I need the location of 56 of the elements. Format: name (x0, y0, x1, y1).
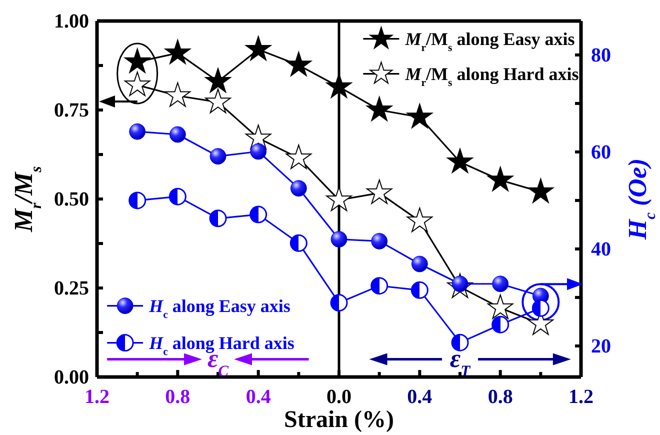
point (286, 52, 312, 76)
point (169, 126, 186, 143)
y2-tick-label: 20 (591, 335, 611, 358)
y2-tick-label: 40 (591, 238, 611, 260)
point (330, 231, 348, 248)
x-tick-label: 0.8 (488, 386, 513, 408)
point (406, 104, 433, 128)
point (128, 192, 146, 210)
y-tick-label: 0.00 (54, 366, 89, 388)
point (410, 281, 428, 299)
point (168, 188, 186, 206)
point (406, 208, 433, 232)
y2-tick-label: 80 (591, 44, 611, 66)
point (370, 277, 388, 295)
x-tick-label: 0.8 (165, 386, 190, 408)
point (528, 178, 554, 203)
y-tick-label: 0.75 (54, 99, 89, 122)
point (326, 186, 352, 212)
y-tick-label: 0.25 (54, 277, 89, 300)
point (366, 179, 392, 204)
point (209, 210, 227, 228)
point (245, 36, 272, 61)
point (487, 166, 514, 192)
point (250, 143, 267, 160)
point (129, 123, 146, 140)
point (290, 234, 308, 252)
point (210, 148, 226, 165)
point (164, 82, 191, 107)
point (371, 232, 388, 250)
x-tick-label: 0.4 (246, 386, 271, 408)
legend-label: M$_{r}$/M$_{s}$ along Hard axis (404, 64, 579, 89)
point (205, 68, 231, 93)
point (330, 294, 348, 312)
point (487, 294, 514, 319)
point (492, 276, 509, 292)
annotation: ε$_{T}$ (450, 344, 472, 380)
point (366, 96, 392, 122)
point (286, 144, 312, 170)
point (250, 206, 268, 224)
x-tick-label: 1.2 (84, 386, 110, 408)
point (492, 316, 510, 334)
point (447, 148, 473, 173)
point (411, 256, 428, 272)
x-axis-title: Strain (%) (284, 407, 394, 433)
point (451, 334, 469, 352)
y2-tick-label: 60 (591, 141, 611, 164)
y-tick-label: 0.50 (54, 188, 89, 210)
x-tick-label: 0.4 (407, 386, 432, 408)
y-tick-label: 1.00 (54, 10, 89, 32)
legend-label: M$_{r}$/M$_{s}$ along Easy axis (404, 28, 575, 54)
x-tick-label: 0.0 (326, 386, 352, 408)
point (290, 180, 307, 197)
legend-label: H$_{c}$ along Easy axis (148, 296, 290, 321)
point (164, 40, 191, 64)
point (205, 88, 231, 114)
x-tick-label: 1.2 (568, 386, 594, 408)
